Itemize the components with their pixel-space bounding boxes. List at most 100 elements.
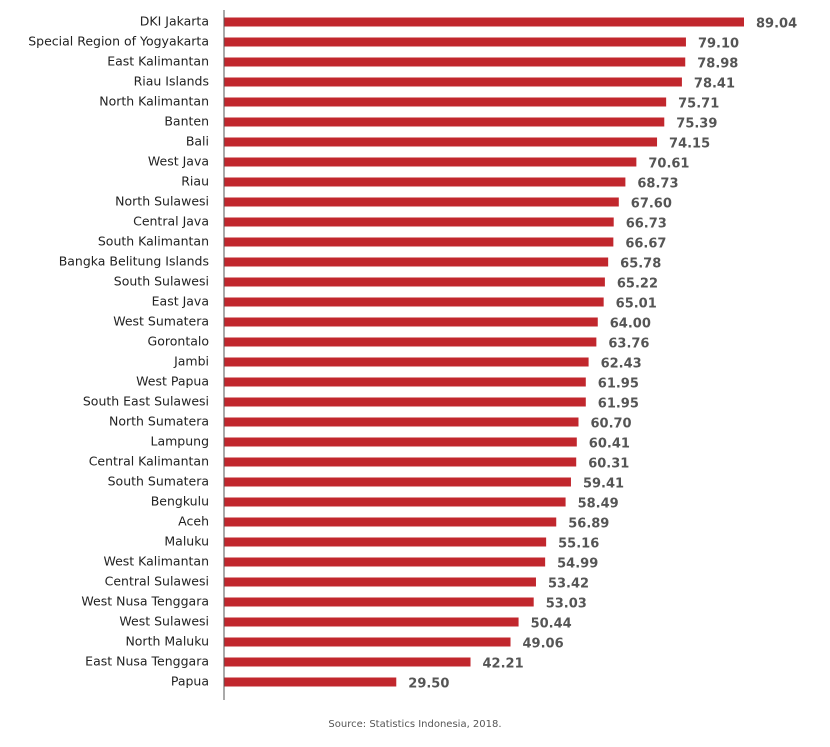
- category-label: DKI Jakarta: [140, 14, 209, 29]
- category-label: West Sumatera: [113, 314, 209, 329]
- category-label: Bali: [186, 134, 209, 149]
- category-label: West Kalimantan: [103, 554, 209, 569]
- value-label: 53.42: [548, 577, 589, 592]
- value-label: 54.99: [557, 557, 598, 572]
- bar: [224, 517, 557, 527]
- bar: [224, 597, 534, 607]
- bar: [224, 337, 597, 347]
- value-label: 78.98: [697, 57, 738, 72]
- value-label: 66.73: [626, 217, 667, 232]
- value-label: 60.70: [590, 417, 631, 432]
- bar: [224, 477, 571, 487]
- bar: [224, 157, 637, 167]
- value-label: 66.67: [625, 237, 666, 252]
- category-labels-group: DKI Jakarta Special Region of Yogyakarta E…: [28, 14, 209, 689]
- value-label: 65.01: [616, 297, 657, 312]
- category-label: North Sulawesi: [115, 194, 209, 209]
- bar: [224, 617, 519, 627]
- bar: [224, 417, 579, 427]
- category-label: West Papua: [136, 374, 209, 389]
- bar: [224, 17, 744, 27]
- value-label: 78.41: [694, 77, 735, 92]
- category-label: South Kalimantan: [98, 234, 209, 249]
- bar: [224, 217, 614, 227]
- category-label: Maluku: [164, 534, 209, 549]
- bar: [224, 117, 665, 127]
- bar: [224, 97, 667, 107]
- bar: [224, 557, 546, 567]
- value-label: 62.43: [601, 357, 642, 372]
- bar: [224, 317, 598, 327]
- category-label: East Kalimantan: [107, 54, 209, 69]
- value-label: 70.61: [648, 157, 689, 172]
- bar: [224, 357, 589, 367]
- value-label: 42.21: [483, 657, 524, 672]
- bar: [224, 637, 511, 647]
- value-label: 59.41: [583, 477, 624, 492]
- category-label: North Maluku: [125, 634, 209, 649]
- category-label: South East Sulawesi: [83, 394, 209, 409]
- bar: [224, 237, 614, 247]
- category-label: Banten: [164, 114, 209, 129]
- category-label: West Java: [148, 154, 209, 169]
- value-label: 53.03: [546, 597, 587, 612]
- bars-group: [224, 17, 744, 687]
- bar: [224, 57, 686, 67]
- value-label: 56.89: [568, 517, 609, 532]
- category-label: Papua: [171, 674, 209, 689]
- category-label: East Java: [152, 294, 209, 309]
- bar: [224, 37, 686, 47]
- bar: [224, 277, 605, 287]
- value-label: 61.95: [598, 397, 639, 412]
- bar: [224, 377, 586, 387]
- bar: [224, 497, 566, 507]
- category-label: Gorontalo: [148, 334, 209, 349]
- bar: [224, 257, 609, 267]
- category-label: West Nusa Tenggara: [81, 594, 209, 609]
- value-label: 63.76: [608, 337, 649, 352]
- category-label: North Kalimantan: [99, 94, 209, 109]
- category-label: North Sumatera: [109, 414, 209, 429]
- value-label: 55.16: [558, 537, 599, 552]
- value-label: 64.00: [610, 317, 651, 332]
- category-label: Riau Islands: [134, 74, 209, 89]
- bar: [224, 397, 586, 407]
- value-label: 65.78: [620, 257, 661, 272]
- category-label: East Nusa Tenggara: [85, 654, 209, 669]
- bar: [224, 437, 577, 447]
- value-label: 74.15: [669, 137, 710, 152]
- bar: [224, 177, 626, 187]
- bar: [224, 677, 397, 687]
- category-label: Jambi: [173, 354, 209, 369]
- value-labels-group: 89.04 79.10 78.98 78.41 75.71 75.39 74.15 70.61…: [408, 17, 797, 692]
- value-label: 89.04: [756, 17, 797, 32]
- bar: [224, 137, 658, 147]
- value-label: 61.95: [598, 377, 639, 392]
- bar: [224, 577, 536, 587]
- category-label: Riau: [181, 174, 209, 189]
- category-label: Bangka Belitung Islands: [59, 254, 209, 269]
- category-label: Central Java: [133, 214, 209, 229]
- bar: [224, 197, 619, 207]
- value-label: 65.22: [617, 277, 658, 292]
- bar: [224, 77, 682, 87]
- value-label: 58.49: [578, 497, 619, 512]
- value-label: 68.73: [637, 177, 678, 192]
- value-label: 60.41: [589, 437, 630, 452]
- value-label: 49.06: [523, 637, 564, 652]
- bar: [224, 457, 577, 467]
- value-label: 50.44: [531, 617, 572, 632]
- value-label: 75.71: [678, 97, 719, 112]
- category-label: Lampung: [150, 434, 209, 449]
- category-label: Central Sulawesi: [105, 574, 209, 589]
- category-label: Central Kalimantan: [89, 454, 209, 469]
- category-label: South Sulawesi: [114, 274, 209, 289]
- value-label: 67.60: [631, 197, 672, 212]
- value-label: 60.31: [588, 457, 629, 472]
- category-label: Aceh: [178, 514, 209, 529]
- bar: [224, 297, 604, 307]
- value-label: 79.10: [698, 37, 739, 52]
- category-label: West Sulawesi: [119, 614, 209, 629]
- bar: [224, 537, 547, 547]
- source-note: Source: Statistics Indonesia, 2018.: [328, 719, 502, 730]
